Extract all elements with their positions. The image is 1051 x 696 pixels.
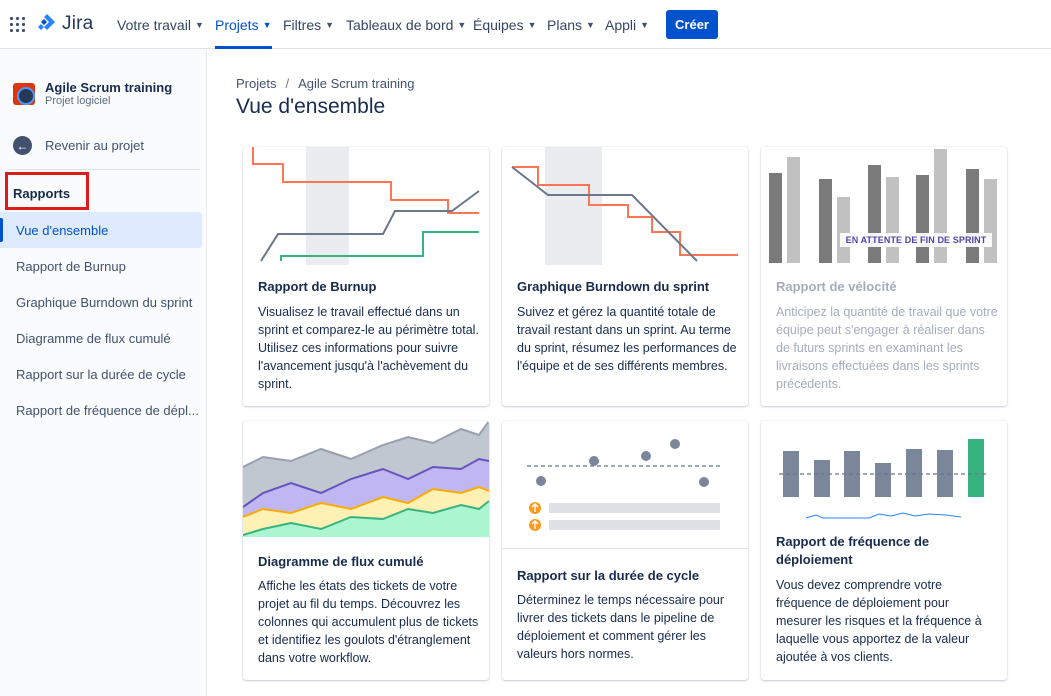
card-description: Suivez et gérez la quantité totale de tr… bbox=[517, 305, 737, 373]
report-card-velocite[interactable]: EN ATTENTE DE FIN DE SPRINT Rapport de v… bbox=[761, 147, 1007, 406]
jira-logo-icon bbox=[38, 14, 55, 30]
sidebar-item-label: Graphique Burndown du sprint bbox=[16, 294, 193, 310]
report-card-frequence-deploiement[interactable]: Rapport de fréquence de déploiement Vous… bbox=[761, 421, 1007, 680]
card-title: Rapport de fréquence de déploiement bbox=[776, 534, 930, 567]
chevron-down-icon: ▼ bbox=[325, 19, 335, 30]
sidebar-section-title: Rapports bbox=[13, 186, 71, 201]
nav-filtres[interactable]: Filtres ▼ bbox=[283, 0, 334, 49]
chevron-down-icon: ▼ bbox=[586, 19, 595, 30]
report-card-burnup[interactable]: Rapport de Burnup Visualisez le travail … bbox=[243, 147, 489, 406]
sidebar-item-label: Rapport de fréquence de dépl... bbox=[16, 402, 199, 418]
card-description: Anticipez la quantité de travail que vot… bbox=[776, 305, 998, 391]
report-card-burndown[interactable]: Graphique Burndown du sprint Suivez et g… bbox=[502, 147, 748, 406]
card-title: Rapport de Burnup bbox=[258, 279, 377, 294]
velocity-illustration: EN ATTENTE DE FIN DE SPRINT bbox=[761, 147, 1007, 265]
nav-label: Votre travail bbox=[117, 16, 191, 33]
nav-votre-travail[interactable]: Votre travail ▼ bbox=[117, 0, 204, 49]
sidebar-item-burnup[interactable]: Rapport de Burnup bbox=[0, 248, 202, 284]
nav-label: Plans bbox=[547, 16, 583, 33]
sidebar-item-frequence-deploiement[interactable]: Rapport de fréquence de dépl... bbox=[0, 392, 202, 428]
sidebar-item-label: Diagramme de flux cumulé bbox=[16, 330, 171, 346]
project-name: Agile Scrum training bbox=[45, 80, 173, 95]
nav-label: Appli bbox=[605, 16, 637, 33]
sidebar-item-duree-cycle[interactable]: Rapport sur la durée de cycle bbox=[0, 356, 202, 392]
card-title: Diagramme de flux cumulé bbox=[258, 554, 424, 569]
burnup-illustration bbox=[243, 147, 489, 265]
sidebar-item-label: Rapport de Burnup bbox=[16, 258, 126, 274]
create-button[interactable]: Créer bbox=[666, 10, 718, 39]
back-to-project-label: Revenir au projet bbox=[45, 138, 144, 153]
nav-label: Projets bbox=[215, 16, 259, 33]
nav-plans[interactable]: Plans ▼ bbox=[547, 0, 595, 49]
report-card-flux-cumule[interactable]: Diagramme de flux cumulé Affiche les éta… bbox=[243, 421, 489, 680]
breadcrumb-separator: / bbox=[285, 76, 290, 91]
nav-projets[interactable]: Projets ▼ bbox=[215, 0, 272, 49]
chevron-down-icon: ▼ bbox=[194, 19, 204, 30]
nav-equipes[interactable]: Équipes ▼ bbox=[473, 0, 537, 49]
card-title: Rapport de vélocité bbox=[776, 279, 897, 294]
card-description: Affiche les états des tickets de votre p… bbox=[258, 579, 479, 665]
project-type: Projet logiciel bbox=[45, 95, 111, 107]
card-title: Graphique Burndown du sprint bbox=[517, 279, 710, 294]
highlight-box bbox=[5, 172, 89, 210]
arrow-left-icon: ← bbox=[13, 136, 32, 155]
cumulative-flow-illustration bbox=[243, 421, 489, 537]
sidebar: Agile Scrum training Projet logiciel ← R… bbox=[0, 50, 207, 696]
nav-appli[interactable]: Appli ▼ bbox=[605, 0, 649, 49]
chevron-down-icon: ▼ bbox=[527, 19, 537, 30]
sidebar-item-label: Vue d'ensemble bbox=[16, 222, 109, 238]
velocity-status-badge: EN ATTENTE DE FIN DE SPRINT bbox=[845, 235, 987, 245]
top-navigation: Jira Votre travail ▼ Projets ▼ Filtres ▼ Ta… bbox=[0, 0, 1051, 49]
cycle-time-illustration bbox=[502, 421, 748, 549]
sidebar-item-label: Rapport sur la durée de cycle bbox=[16, 366, 186, 382]
sidebar-divider bbox=[8, 169, 200, 170]
card-title: Rapport sur la durée de cycle bbox=[517, 568, 700, 583]
nav-label: Filtres bbox=[283, 16, 322, 33]
breadcrumb-current-link[interactable]: Agile Scrum training bbox=[298, 76, 415, 91]
card-description: Visualisez le travail effectué dans un s… bbox=[258, 305, 479, 391]
jira-logo-text: Jira bbox=[62, 13, 94, 34]
card-description: Déterminez le temps nécessaire pour livr… bbox=[517, 593, 725, 661]
project-avatar bbox=[13, 83, 35, 105]
nav-label: Tableaux de bord bbox=[346, 16, 454, 33]
burndown-illustration bbox=[502, 147, 748, 265]
back-to-project-link[interactable]: ← Revenir au projet bbox=[13, 136, 144, 155]
nav-label: Équipes bbox=[473, 16, 524, 33]
chevron-down-icon: ▼ bbox=[640, 19, 650, 30]
nav-tableaux-de-bord[interactable]: Tableaux de bord ▼ bbox=[346, 0, 466, 49]
deployment-frequency-illustration bbox=[761, 421, 1007, 521]
sidebar-item-vue-ensemble[interactable]: Vue d'ensemble bbox=[0, 212, 202, 248]
breadcrumb: Projets / Agile Scrum training bbox=[236, 76, 414, 91]
breadcrumb-root-link[interactable]: Projets bbox=[236, 76, 277, 91]
sidebar-item-burndown[interactable]: Graphique Burndown du sprint bbox=[0, 284, 202, 320]
chevron-down-icon: ▼ bbox=[262, 19, 272, 30]
sidebar-item-flux-cumule[interactable]: Diagramme de flux cumulé bbox=[0, 320, 202, 356]
app-switcher-icon[interactable] bbox=[10, 17, 25, 32]
chevron-down-icon: ▼ bbox=[457, 19, 467, 30]
card-description: Vous devez comprendre votre fréquence de… bbox=[776, 578, 982, 664]
jira-logo[interactable]: Jira bbox=[38, 13, 93, 35]
page-title: Vue d'ensemble bbox=[236, 95, 386, 118]
report-card-duree-cycle[interactable]: Rapport sur la durée de cycle Déterminez… bbox=[502, 421, 748, 680]
